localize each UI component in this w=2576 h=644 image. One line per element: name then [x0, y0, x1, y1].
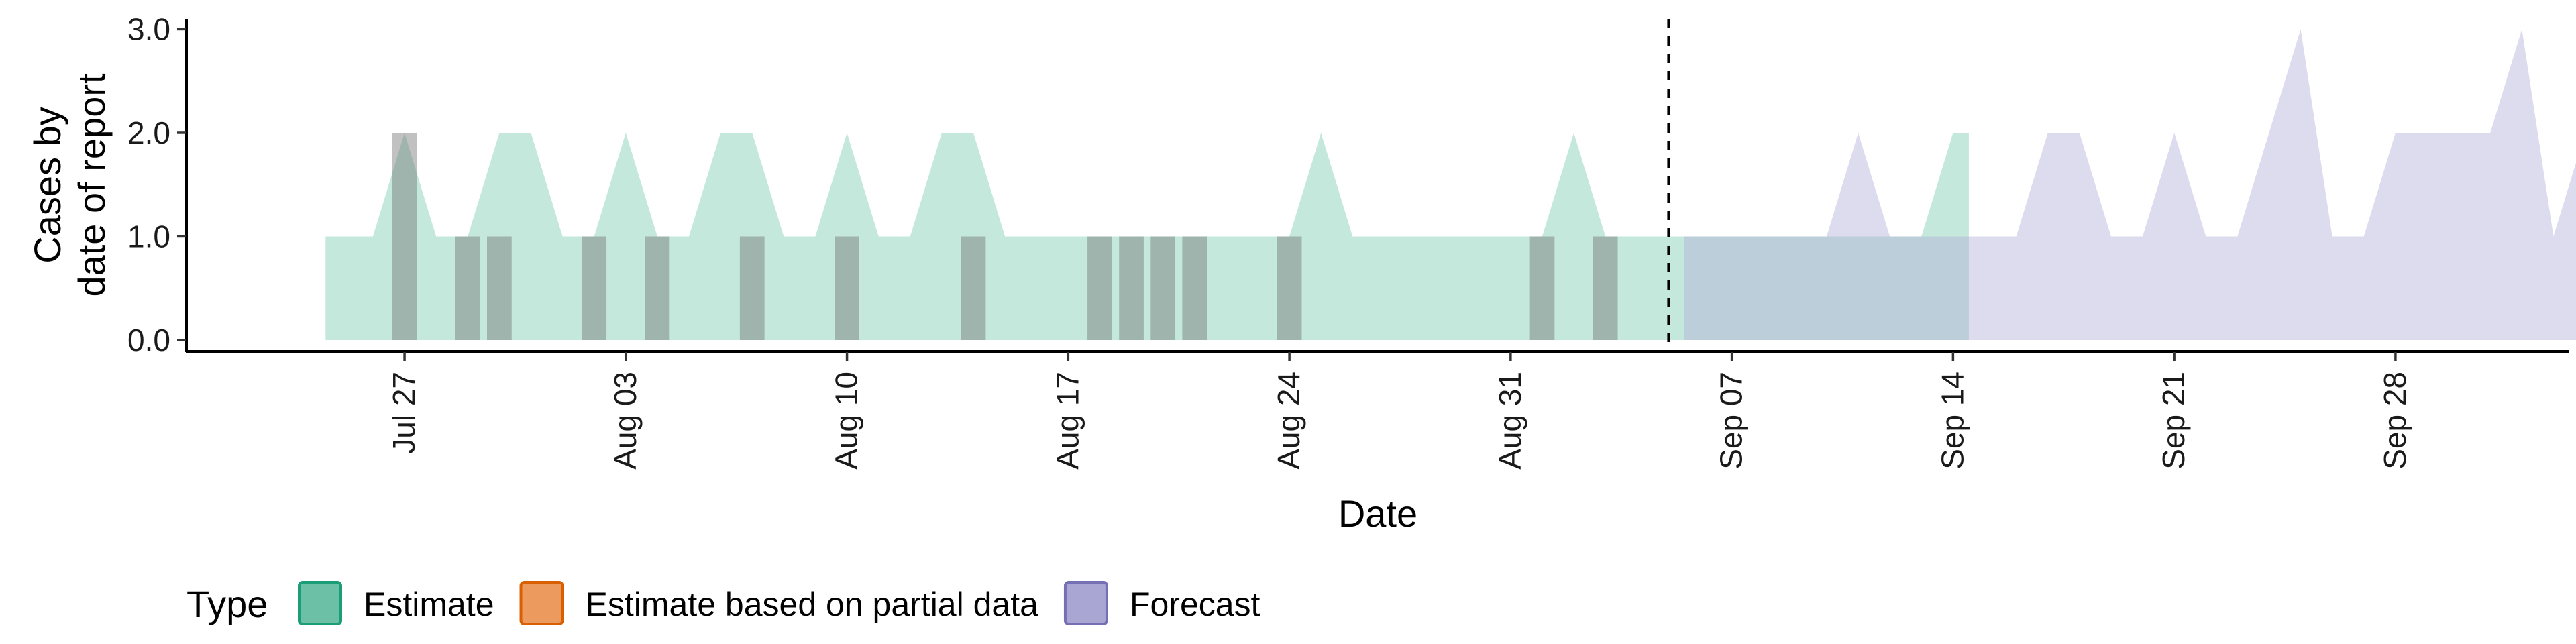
observed-bar — [487, 236, 512, 340]
observed-bar — [392, 132, 417, 340]
observed-bar — [1119, 236, 1144, 340]
estimate-area — [325, 132, 1969, 340]
legend-label: Estimate based on partial data — [586, 586, 1039, 623]
observed-bar — [455, 236, 480, 340]
y-tick-label: 0.0 — [127, 323, 170, 358]
legend-title: Type — [186, 583, 268, 625]
legend-label: Forecast — [1130, 586, 1260, 623]
legend-swatch — [1063, 581, 1108, 625]
observed-bar — [739, 236, 765, 340]
x-tick-label: Aug 10 — [829, 372, 864, 470]
x-tick-label: Aug 24 — [1271, 372, 1306, 470]
x-tick-label: Aug 03 — [608, 372, 643, 470]
legend-swatch — [298, 581, 342, 625]
axes: 0.0 1.0 2.0 3.0 Jul 27 Aug 03 Aug 10 Aug 17 Aug … — [26, 11, 2569, 535]
x-tick-label: Aug 17 — [1050, 372, 1085, 470]
observed-bar — [1182, 236, 1208, 340]
forecast-area — [1684, 29, 2576, 340]
x-tick-label: Sep 14 — [1935, 372, 1970, 470]
legend-label: Estimate — [364, 586, 494, 623]
y-tick-label: 3.0 — [127, 11, 170, 46]
observed-bar — [835, 236, 859, 340]
y-tick-label: 2.0 — [127, 115, 170, 150]
plot-area — [325, 19, 2576, 352]
legend-swatch — [519, 581, 564, 625]
observed-bar — [1593, 236, 1618, 340]
legend: Type Estimate Estimate based on partial da… — [186, 581, 1260, 625]
x-tick-label: Sep 07 — [1714, 372, 1749, 470]
y-tick-label: 1.0 — [127, 219, 170, 254]
x-tick-label: Sep 28 — [2377, 372, 2412, 470]
observed-bar — [645, 236, 670, 340]
x-tick-label: Sep 21 — [2156, 372, 2191, 470]
y-axis-title: Cases bydate of report — [26, 73, 113, 297]
observed-bar — [582, 236, 607, 340]
x-tick-label: Aug 31 — [1493, 372, 1527, 470]
observed-bar — [1277, 236, 1302, 340]
y-axis-title-line: date of report — [70, 73, 113, 297]
observed-bar — [1529, 236, 1555, 340]
y-axis-title-line: Cases by — [26, 107, 68, 263]
observed-bar — [1150, 236, 1176, 340]
observed-bar — [961, 236, 986, 340]
x-axis-title: Date — [1338, 492, 1417, 535]
x-tick-label: Jul 27 — [386, 372, 421, 454]
observed-bar — [1087, 236, 1112, 340]
